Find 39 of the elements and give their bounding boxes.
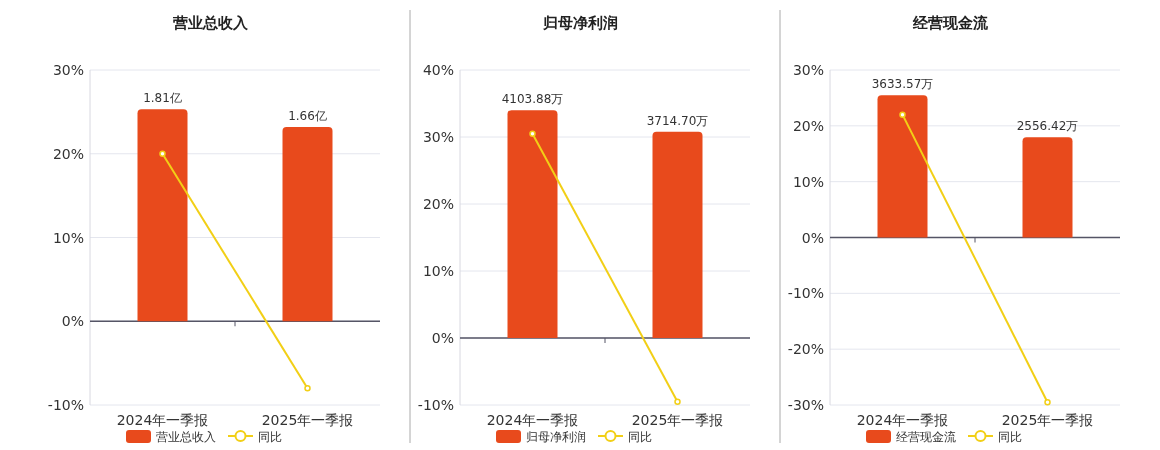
y-tick-label: 10% <box>792 173 824 190</box>
chart-title: 经营现金流 <box>911 14 989 32</box>
y-tick-label: 20% <box>792 117 824 134</box>
y-tick-label: -20% <box>787 341 824 358</box>
chart-title: 归母净利润 <box>541 14 618 32</box>
legend-label: 经营现金流 <box>896 430 956 444</box>
y-tick-label: 0% <box>61 313 84 330</box>
x-tick-label: 2025年一季报 <box>261 412 354 428</box>
y-tick-label: 20% <box>422 196 454 212</box>
x-tick-label: 2024年一季报 <box>856 412 949 428</box>
y-tick-label: -10% <box>787 285 824 302</box>
x-tick-label: 2025年一季报 <box>1001 412 1094 428</box>
data-label: 2556.42万 <box>1016 119 1079 134</box>
y-tick-label: 40% <box>422 62 454 78</box>
y-tick-label: 30% <box>52 62 84 78</box>
y-tick-label: -30% <box>787 397 824 413</box>
x-tick-label: 2025年一季报 <box>631 412 724 428</box>
y-tick-label: 10% <box>52 229 84 246</box>
y-tick-label: 30% <box>792 62 824 78</box>
y-tick-label: -10% <box>47 397 84 413</box>
legend-label: 同比 <box>998 430 1022 444</box>
y-tick-label: 0% <box>431 330 454 346</box>
y-tick-label: 0% <box>801 229 824 246</box>
legend-label: 归母净利润 <box>526 430 586 444</box>
legend-label: 同比 <box>628 430 652 444</box>
y-tick-label: 30% <box>422 129 454 145</box>
data-label: 3714.70万 <box>646 113 709 128</box>
legend-label: 同比 <box>258 430 282 444</box>
data-label: 3633.57万 <box>871 77 934 92</box>
legend-label: 营业总收入 <box>156 430 216 444</box>
x-tick-label: 2024年一季报 <box>116 412 209 428</box>
x-tick-label: 2024年一季报 <box>486 412 579 428</box>
y-tick-label: 10% <box>422 263 454 279</box>
chart-title: 营业总收入 <box>171 14 249 32</box>
data-label: 1.66亿 <box>288 108 327 123</box>
y-tick-label: 20% <box>52 145 84 162</box>
data-label: 4103.88万 <box>501 92 564 107</box>
data-label: 1.81亿 <box>143 91 182 106</box>
y-tick-label: -10% <box>417 397 454 413</box>
